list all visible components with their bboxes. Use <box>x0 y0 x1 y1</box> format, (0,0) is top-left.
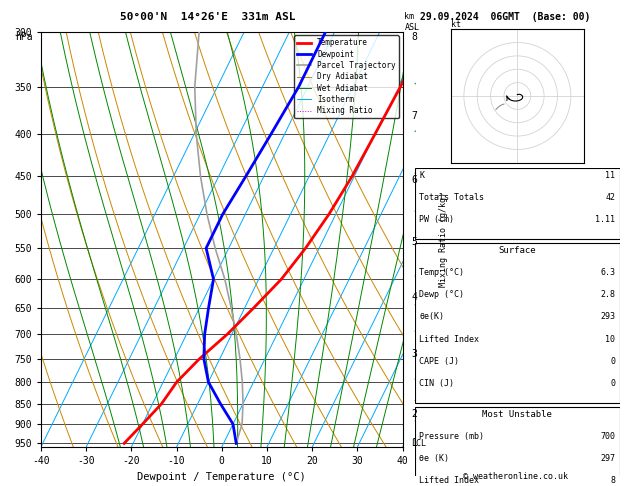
Text: Lifted Index: Lifted Index <box>420 476 479 486</box>
Text: 42: 42 <box>606 193 615 202</box>
Text: 1: 1 <box>411 438 418 449</box>
Text: 297: 297 <box>601 454 615 463</box>
Text: hPa: hPa <box>16 32 33 42</box>
Text: 6: 6 <box>411 175 418 185</box>
Text: 6.3: 6.3 <box>601 268 615 277</box>
Text: 29.09.2024  06GMT  (Base: 00): 29.09.2024 06GMT (Base: 00) <box>420 12 590 22</box>
Text: Pressure (mb): Pressure (mb) <box>420 432 484 441</box>
Bar <box>415 406 620 486</box>
Bar <box>415 243 620 403</box>
Text: CAPE (J): CAPE (J) <box>420 357 459 366</box>
Text: 4: 4 <box>411 292 418 302</box>
Text: Surface: Surface <box>499 246 536 255</box>
Text: K: K <box>420 171 424 180</box>
Text: Lifted Index: Lifted Index <box>420 335 479 344</box>
Text: θe (K): θe (K) <box>420 454 449 463</box>
Text: 50°00'N  14°26'E  331m ASL: 50°00'N 14°26'E 331m ASL <box>120 12 296 22</box>
Text: θe(K): θe(K) <box>420 312 444 321</box>
Text: 5: 5 <box>411 237 418 246</box>
Text: © weatheronline.co.uk: © weatheronline.co.uk <box>464 472 568 481</box>
Text: 8: 8 <box>411 33 418 42</box>
Text: PW (cm): PW (cm) <box>420 215 454 224</box>
Text: 0: 0 <box>611 357 615 366</box>
Text: Mixing Ratio (g/kg): Mixing Ratio (g/kg) <box>439 192 448 287</box>
Text: 11: 11 <box>606 171 615 180</box>
Text: Most Unstable: Most Unstable <box>482 410 552 418</box>
Text: 2: 2 <box>411 409 418 419</box>
Text: LCL: LCL <box>411 439 426 448</box>
X-axis label: Dewpoint / Temperature (°C): Dewpoint / Temperature (°C) <box>137 472 306 482</box>
Text: kt: kt <box>450 20 460 29</box>
Text: 1.11: 1.11 <box>596 215 615 224</box>
Text: CIN (J): CIN (J) <box>420 379 454 388</box>
Text: Temp (°C): Temp (°C) <box>420 268 464 277</box>
Text: 700: 700 <box>601 432 615 441</box>
Text: 293: 293 <box>601 312 615 321</box>
Text: 0: 0 <box>611 379 615 388</box>
Text: 8: 8 <box>611 476 615 486</box>
Text: 10: 10 <box>606 335 615 344</box>
Text: Totals Totals: Totals Totals <box>420 193 484 202</box>
Text: km
ASL: km ASL <box>404 12 420 32</box>
Legend: Temperature, Dewpoint, Parcel Trajectory, Dry Adiabat, Wet Adiabat, Isotherm, Mi: Temperature, Dewpoint, Parcel Trajectory… <box>294 35 399 118</box>
Text: Dewp (°C): Dewp (°C) <box>420 290 464 299</box>
Bar <box>415 168 620 239</box>
Text: 2.8: 2.8 <box>601 290 615 299</box>
Text: 7: 7 <box>411 111 418 121</box>
Text: 3: 3 <box>411 349 418 359</box>
